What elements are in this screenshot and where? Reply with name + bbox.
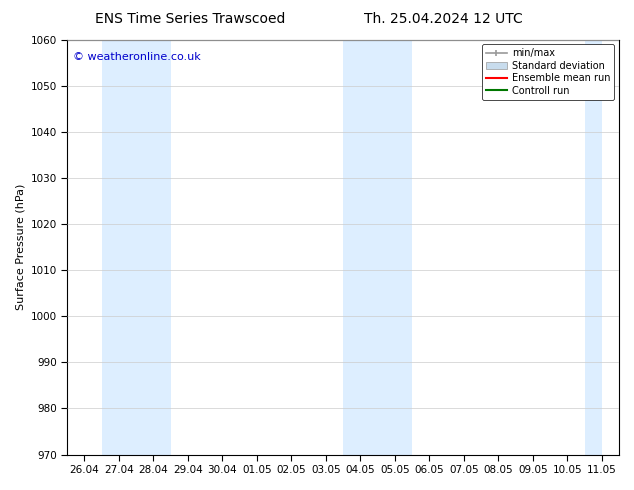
Bar — [101, 40, 171, 455]
Text: Th. 25.04.2024 12 UTC: Th. 25.04.2024 12 UTC — [365, 12, 523, 26]
Bar — [585, 40, 602, 455]
Legend: min/max, Standard deviation, Ensemble mean run, Controll run: min/max, Standard deviation, Ensemble me… — [482, 45, 614, 99]
Bar — [343, 40, 412, 455]
Y-axis label: Surface Pressure (hPa): Surface Pressure (hPa) — [15, 184, 25, 310]
Text: ENS Time Series Trawscoed: ENS Time Series Trawscoed — [95, 12, 285, 26]
Text: © weatheronline.co.uk: © weatheronline.co.uk — [73, 52, 200, 62]
